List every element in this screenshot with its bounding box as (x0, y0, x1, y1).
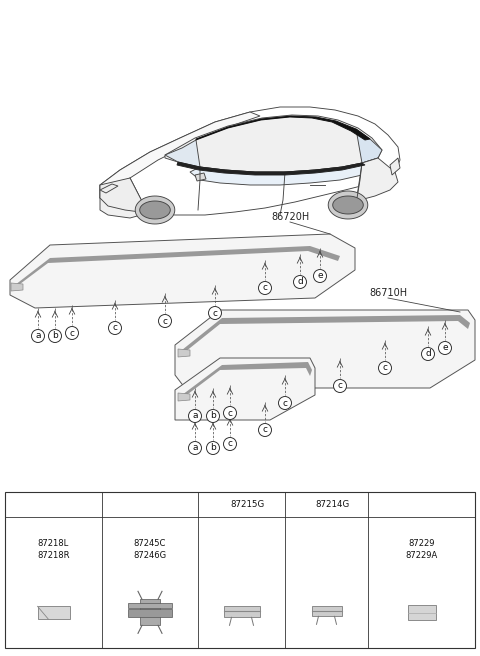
Text: e: e (442, 344, 448, 352)
Bar (224, 606, 260, 617)
Text: b: b (109, 500, 115, 509)
Polygon shape (390, 158, 400, 175)
Polygon shape (177, 162, 365, 175)
Text: 87218L
87218R: 87218L 87218R (37, 539, 70, 560)
Bar (140, 600, 160, 625)
Polygon shape (180, 315, 470, 356)
Text: d: d (425, 350, 431, 358)
Text: c: c (228, 440, 232, 449)
Circle shape (158, 314, 171, 327)
Circle shape (206, 441, 219, 455)
Text: c: c (337, 382, 343, 390)
Text: a: a (192, 443, 198, 453)
Circle shape (208, 306, 221, 319)
Bar (128, 609, 172, 617)
Text: e: e (375, 500, 381, 509)
Text: c: c (263, 283, 267, 293)
Circle shape (259, 281, 272, 295)
Circle shape (421, 348, 434, 361)
Circle shape (189, 441, 202, 455)
Text: c: c (205, 500, 211, 509)
Circle shape (9, 498, 22, 511)
Polygon shape (196, 116, 370, 140)
Circle shape (293, 276, 307, 289)
Text: 87214G: 87214G (315, 500, 349, 509)
Text: c: c (228, 409, 232, 417)
Circle shape (106, 498, 119, 511)
Text: a: a (12, 500, 18, 509)
Circle shape (32, 329, 45, 342)
Polygon shape (12, 246, 340, 290)
Polygon shape (178, 349, 190, 357)
Polygon shape (195, 173, 206, 181)
Text: 87215G: 87215G (230, 500, 264, 509)
Polygon shape (135, 196, 175, 224)
Circle shape (108, 321, 121, 335)
Polygon shape (165, 115, 382, 172)
Circle shape (372, 498, 384, 511)
Polygon shape (356, 129, 382, 163)
Circle shape (278, 396, 291, 409)
Polygon shape (100, 107, 400, 215)
Text: a: a (35, 331, 41, 340)
Text: c: c (383, 363, 387, 373)
Circle shape (259, 424, 272, 436)
Polygon shape (175, 310, 475, 388)
Circle shape (189, 409, 202, 422)
Polygon shape (11, 283, 23, 291)
Polygon shape (175, 358, 315, 420)
Text: 87229
87229A: 87229 87229A (406, 539, 438, 560)
Polygon shape (180, 362, 312, 400)
Polygon shape (100, 178, 148, 213)
Bar (37, 606, 70, 619)
Text: 86720H: 86720H (271, 212, 309, 222)
Polygon shape (190, 158, 380, 185)
Circle shape (313, 270, 326, 283)
Circle shape (224, 407, 237, 419)
Polygon shape (328, 191, 368, 219)
Bar (5, 492, 475, 648)
Polygon shape (165, 140, 200, 167)
Polygon shape (140, 201, 170, 219)
Circle shape (334, 380, 347, 392)
Text: 86710H: 86710H (369, 288, 407, 298)
Circle shape (288, 498, 301, 511)
Text: c: c (163, 316, 168, 325)
Text: b: b (210, 443, 216, 453)
Text: 87245C
87246G: 87245C 87246G (133, 539, 167, 560)
Text: d: d (292, 500, 298, 509)
Polygon shape (100, 184, 118, 193)
Circle shape (65, 327, 79, 340)
Text: c: c (112, 323, 118, 333)
Bar (128, 604, 172, 608)
Text: a: a (192, 411, 198, 420)
Bar (312, 606, 341, 617)
Text: c: c (213, 308, 217, 318)
Bar (408, 605, 435, 621)
Text: c: c (70, 329, 74, 337)
Circle shape (48, 329, 61, 342)
Polygon shape (10, 234, 355, 308)
Circle shape (224, 438, 237, 451)
Text: d: d (297, 277, 303, 287)
Text: e: e (317, 272, 323, 281)
Text: b: b (52, 331, 58, 340)
Text: b: b (210, 411, 216, 420)
Circle shape (202, 498, 215, 511)
Text: c: c (263, 426, 267, 434)
Polygon shape (178, 393, 190, 401)
Circle shape (379, 361, 392, 375)
Text: c: c (283, 398, 288, 407)
Polygon shape (100, 112, 260, 198)
Polygon shape (100, 178, 148, 218)
Circle shape (206, 409, 219, 422)
Polygon shape (355, 158, 398, 210)
Polygon shape (333, 196, 363, 214)
Circle shape (439, 342, 452, 354)
